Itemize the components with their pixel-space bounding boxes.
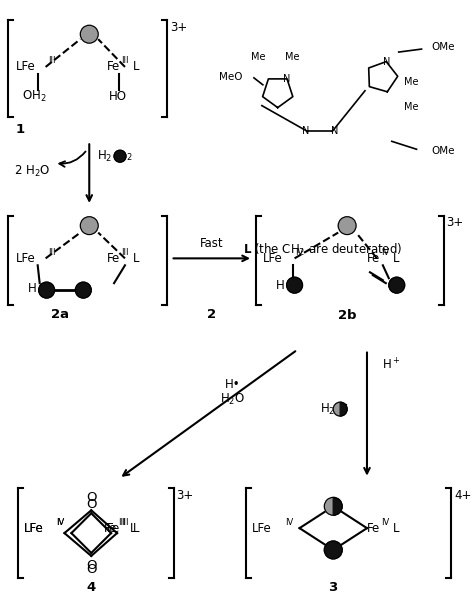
Text: IV: IV (56, 518, 65, 527)
Circle shape (80, 25, 98, 43)
Text: O: O (86, 563, 97, 576)
Text: 2 H$_2$O: 2 H$_2$O (14, 163, 50, 178)
Circle shape (389, 277, 405, 293)
Text: Me: Me (404, 102, 419, 111)
Text: Me: Me (285, 52, 300, 62)
Text: N: N (283, 74, 291, 84)
Text: $\mathbf{2}$: $\mathbf{2}$ (206, 309, 216, 321)
Text: OMe: OMe (431, 42, 455, 52)
Text: IV: IV (296, 248, 304, 257)
Circle shape (338, 217, 356, 235)
Text: OH$_2$: OH$_2$ (22, 89, 46, 104)
Text: Me: Me (251, 52, 265, 62)
Circle shape (80, 217, 98, 235)
Text: Fe: Fe (367, 252, 380, 265)
Wedge shape (340, 402, 347, 416)
Text: LFe: LFe (24, 522, 44, 535)
Text: LFe: LFe (16, 252, 36, 265)
Circle shape (39, 282, 55, 298)
Circle shape (114, 150, 126, 162)
Text: 3+: 3+ (176, 489, 194, 502)
Text: H: H (276, 279, 284, 292)
Text: IV: IV (285, 518, 293, 527)
Text: $_2$: $_2$ (126, 149, 133, 163)
Text: L: L (133, 60, 139, 73)
Text: IV: IV (381, 248, 389, 257)
Text: HO: HO (109, 90, 127, 103)
Text: O: O (86, 491, 97, 505)
Text: III: III (121, 518, 128, 527)
Text: L: L (130, 522, 137, 535)
Text: $\mathbf{4}$: $\mathbf{4}$ (86, 581, 97, 594)
Text: IV: IV (56, 518, 65, 527)
Text: H$_2$O: H$_2$O (220, 391, 246, 407)
Text: III: III (118, 518, 126, 527)
Text: $\mathbf{3}$: $\mathbf{3}$ (328, 581, 338, 594)
Text: Fe: Fe (107, 522, 120, 535)
Text: Fast: Fast (200, 237, 224, 250)
Wedge shape (333, 402, 340, 416)
Text: Fe: Fe (104, 522, 118, 535)
Text: III: III (121, 248, 128, 257)
Wedge shape (324, 497, 333, 515)
Text: LFe: LFe (16, 60, 36, 73)
Text: Fe: Fe (367, 522, 380, 535)
Text: $\mathbf{L}$ (the CH$_2$ are deuterated): $\mathbf{L}$ (the CH$_2$ are deuterated) (243, 243, 402, 258)
Text: 3+: 3+ (171, 21, 188, 34)
Text: III: III (49, 248, 56, 257)
Text: L: L (133, 252, 139, 265)
Text: H•: H• (225, 378, 241, 391)
Text: O: O (86, 499, 97, 511)
Text: Fe: Fe (107, 60, 120, 73)
Text: N: N (383, 57, 390, 67)
Text: L: L (393, 522, 399, 535)
Text: MeO: MeO (219, 72, 243, 82)
Text: H$_2$: H$_2$ (97, 149, 113, 164)
Text: OMe: OMe (431, 146, 455, 156)
Text: L: L (133, 522, 139, 535)
Text: H: H (28, 281, 36, 295)
Text: H$^+$: H$^+$ (382, 357, 401, 372)
Text: O: O (86, 559, 97, 572)
Text: Fe: Fe (107, 252, 120, 265)
Text: LFe: LFe (24, 522, 44, 535)
Text: $\mathbf{1}$: $\mathbf{1}$ (15, 123, 25, 136)
Circle shape (75, 282, 91, 298)
Text: L: L (393, 252, 399, 265)
Text: $\mathbf{2a}$: $\mathbf{2a}$ (50, 309, 69, 321)
Text: LFe: LFe (252, 522, 272, 535)
Text: N: N (330, 126, 338, 136)
Text: 4+: 4+ (454, 489, 472, 502)
Text: 3+: 3+ (447, 216, 464, 229)
Wedge shape (333, 497, 342, 515)
Text: IV: IV (381, 518, 389, 527)
Circle shape (287, 277, 302, 293)
Text: III: III (49, 56, 56, 65)
Text: $\mathbf{2b}$: $\mathbf{2b}$ (337, 308, 357, 322)
Circle shape (324, 541, 342, 559)
Text: LFe: LFe (263, 252, 283, 265)
Text: III: III (121, 56, 128, 65)
Text: N: N (302, 126, 309, 136)
Text: Me: Me (404, 77, 419, 87)
Text: H$_2$: H$_2$ (320, 402, 335, 417)
